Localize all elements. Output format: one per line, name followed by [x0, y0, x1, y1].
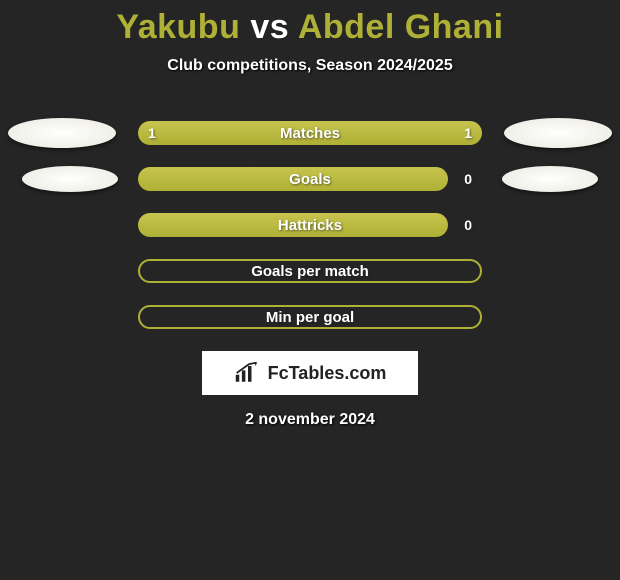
stat-value-right: 0	[464, 217, 472, 233]
stat-label: Matches	[138, 125, 482, 142]
player2-marker	[504, 118, 612, 148]
stat-value-left: 1	[148, 125, 156, 141]
stat-label: Goals per match	[140, 263, 480, 280]
stats-container: Matches11Goals0Hattricks0Goals per match…	[0, 121, 620, 329]
stat-value-right: 1	[464, 125, 472, 141]
stat-row: Hattricks0	[0, 213, 620, 237]
date-text: 2 november 2024	[0, 411, 620, 429]
player1-name: Yakubu	[116, 8, 240, 46]
stat-row: Matches1 1	[0, 121, 620, 145]
stat-label: Hattricks	[138, 217, 482, 234]
stat-bar: Goals per match	[138, 259, 482, 283]
stat-label: Min per goal	[140, 309, 480, 326]
stat-bar: Hattricks0	[138, 213, 482, 237]
subtitle: Club competitions, Season 2024/2025	[0, 57, 620, 75]
player1-marker	[8, 118, 116, 148]
stat-row: Goals per match	[0, 259, 620, 283]
stat-bar: Goals0	[138, 167, 482, 191]
logo-text: FcTables.com	[268, 363, 387, 384]
comparison-title: Yakubu vs Abdel Ghani	[0, 0, 620, 47]
fctables-logo[interactable]: FcTables.com	[202, 351, 418, 395]
stat-row: Min per goal	[0, 305, 620, 329]
player2-name: Abdel Ghani	[298, 8, 504, 46]
vs-text: vs	[250, 8, 289, 46]
chart-icon	[234, 362, 262, 384]
stat-value-right: 0	[464, 171, 472, 187]
stat-bar: Matches1 1	[138, 121, 482, 145]
stat-label: Goals	[138, 171, 482, 188]
stat-bar: Min per goal	[138, 305, 482, 329]
player2-marker	[502, 166, 598, 192]
stat-row: Goals0	[0, 167, 620, 191]
player1-marker	[22, 166, 118, 192]
